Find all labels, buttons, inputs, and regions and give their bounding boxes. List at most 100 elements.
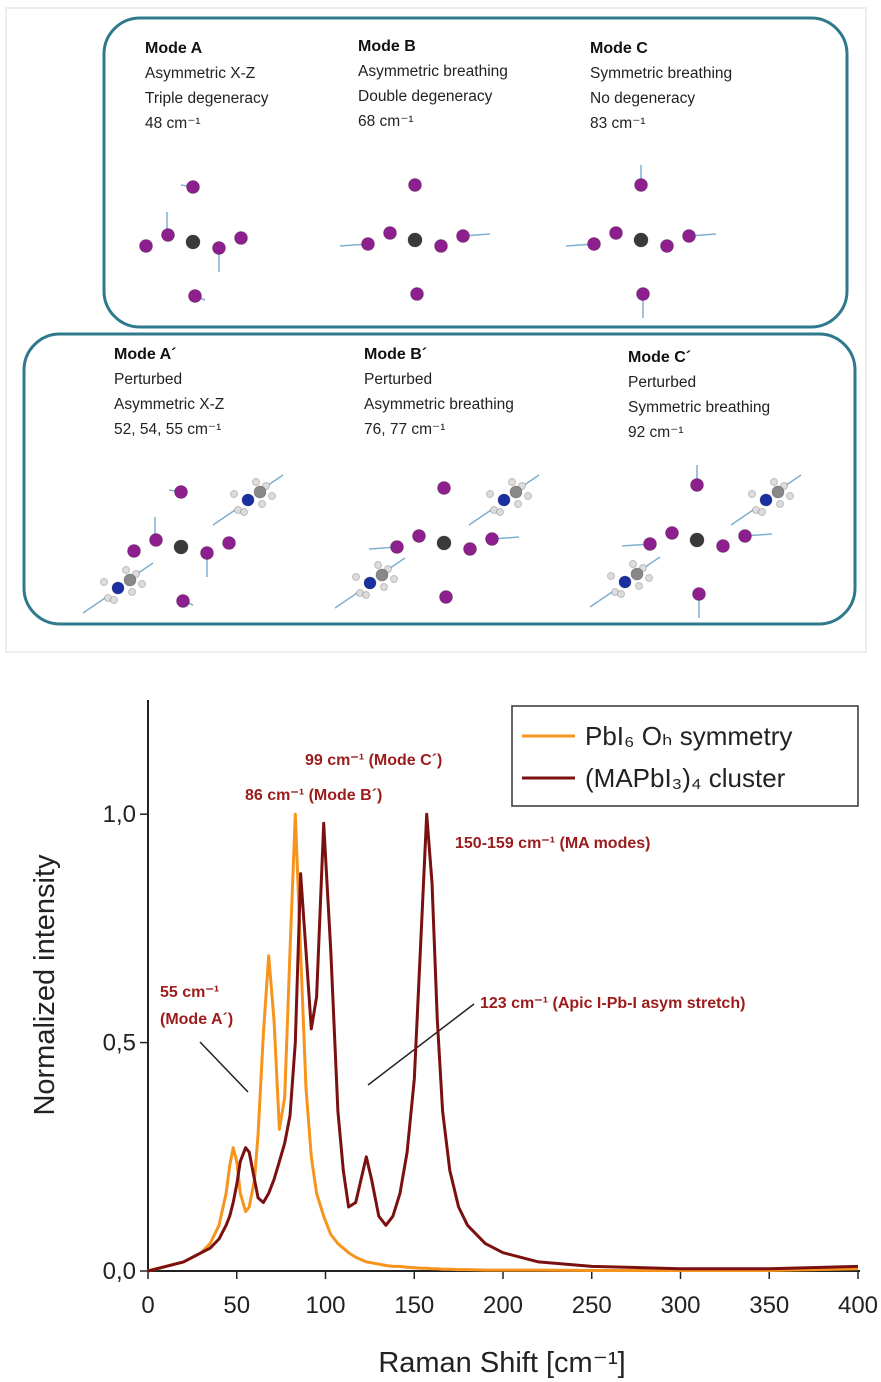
- mode-line: Asymmetric X-Z: [145, 65, 255, 82]
- atom: [112, 582, 124, 594]
- atom: [759, 509, 766, 516]
- atom: [693, 588, 706, 601]
- atom: [618, 591, 625, 598]
- atom: [162, 229, 175, 242]
- y-tick-label: 1,0: [103, 801, 136, 828]
- atom: [201, 547, 214, 560]
- mode-line: Perturbed: [364, 371, 432, 388]
- atom: [409, 179, 422, 192]
- atom: [213, 242, 226, 255]
- atom: [364, 577, 376, 589]
- atom: [619, 576, 631, 588]
- atom: [498, 494, 510, 506]
- atom: [509, 479, 516, 486]
- annotation: 150-159 cm⁻¹ (MA modes): [455, 835, 650, 852]
- mode-line: Perturbed: [628, 374, 696, 391]
- atom: [139, 581, 146, 588]
- mode-line: Perturbed: [114, 371, 182, 388]
- molecules: [83, 165, 801, 618]
- atom: [189, 290, 202, 303]
- atom: [631, 568, 643, 580]
- atom: [187, 181, 200, 194]
- atom: [101, 579, 108, 586]
- atom: [666, 527, 679, 540]
- y-axis-label: Normalized intensity: [29, 854, 61, 1116]
- atom: [242, 494, 254, 506]
- mode-title: Mode B´: [364, 346, 427, 363]
- mode-line: Symmetric breathing: [628, 399, 770, 416]
- atom: [588, 238, 601, 251]
- annotation: 99 cm⁻¹ (Mode C´): [305, 752, 442, 769]
- atom: [510, 486, 522, 498]
- x-tick-label: 0: [141, 1292, 154, 1319]
- mode-title: Mode A´: [114, 346, 177, 363]
- atom: [515, 501, 522, 508]
- x-tick-label: 200: [483, 1292, 523, 1319]
- mode-line: Asymmetric breathing: [364, 396, 514, 413]
- mode-line: Symmetric breathing: [590, 65, 732, 82]
- atom: [363, 592, 370, 599]
- atom: [140, 240, 153, 253]
- x-tick-label: 300: [660, 1292, 700, 1319]
- atom: [771, 479, 778, 486]
- atom: [497, 509, 504, 516]
- mode-line: 48 cm⁻¹: [145, 115, 201, 132]
- mode-line: 83 cm⁻¹: [590, 115, 646, 132]
- atom: [123, 567, 130, 574]
- mode-line: Double degeneracy: [358, 88, 493, 105]
- atom: [661, 240, 674, 253]
- atom: [525, 493, 532, 500]
- x-tick-label: 350: [749, 1292, 789, 1319]
- chart: 55 cm⁻¹ (Mode A´) 86 cm⁻¹ (Mode B´) 99 c…: [29, 700, 878, 1379]
- atom: [177, 595, 190, 608]
- x-axis-label: Raman Shift [cm⁻¹]: [378, 1347, 625, 1379]
- atom: [683, 230, 696, 243]
- atom: [486, 533, 499, 546]
- atom: [408, 233, 422, 247]
- mode-title: Mode B: [358, 38, 416, 55]
- atom: [269, 493, 276, 500]
- mode-title: Mode A: [145, 40, 203, 57]
- atom: [129, 589, 136, 596]
- mode-line: Triple degeneracy: [145, 90, 269, 107]
- mode-line: 52, 54, 55 cm⁻¹: [114, 421, 221, 438]
- atom: [435, 240, 448, 253]
- atom: [457, 230, 470, 243]
- atom: [381, 584, 388, 591]
- atom: [787, 493, 794, 500]
- atom: [636, 583, 643, 590]
- atom: [440, 591, 453, 604]
- series-line: [148, 814, 858, 1271]
- atom: [634, 233, 648, 247]
- leader-line: [200, 1042, 248, 1092]
- atom: [111, 597, 118, 604]
- atom: [464, 543, 477, 556]
- mode-line: Asymmetric breathing: [358, 63, 508, 80]
- legend-label: (MAPbI₃)₄ cluster: [585, 763, 786, 793]
- atom: [391, 541, 404, 554]
- atom: [739, 530, 752, 543]
- atom: [646, 575, 653, 582]
- atom: [644, 538, 657, 551]
- atom: [411, 288, 424, 301]
- leader-line: [368, 1004, 474, 1085]
- atom: [637, 288, 650, 301]
- mode-line: 92 cm⁻¹: [628, 424, 684, 441]
- atom: [772, 486, 784, 498]
- atom: [128, 545, 141, 558]
- y-tick-label: 0,5: [103, 1030, 136, 1057]
- atom: [241, 509, 248, 516]
- atom: [259, 501, 266, 508]
- atom: [254, 486, 266, 498]
- atom: [235, 232, 248, 245]
- atom: [717, 540, 730, 553]
- atom: [610, 227, 623, 240]
- mode-title: Mode C´: [628, 349, 691, 366]
- atom: [690, 533, 704, 547]
- atom: [353, 574, 360, 581]
- atom: [777, 501, 784, 508]
- atom: [150, 534, 163, 547]
- atom: [124, 574, 136, 586]
- annotation: 86 cm⁻¹ (Mode B´): [245, 787, 382, 804]
- atom: [438, 482, 451, 495]
